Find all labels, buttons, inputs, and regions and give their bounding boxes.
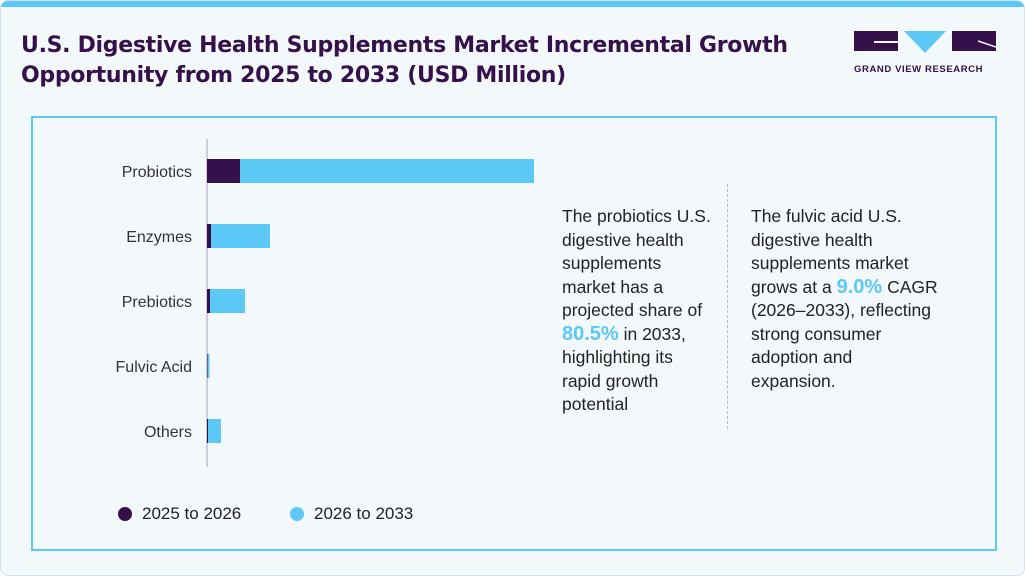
bar-others-series-1	[207, 419, 208, 443]
logo-text: GRAND VIEW RESEARCH	[854, 64, 984, 75]
chart-frame	[31, 116, 997, 551]
category-label: Probiotics	[122, 164, 192, 181]
note-text: The fulvic acid U.S. digestive health su…	[751, 206, 909, 297]
legend-label: 2025 to 2026	[142, 504, 242, 523]
category-label: Fulvic Acid	[116, 359, 192, 376]
top-stripe	[1, 1, 1024, 7]
bar-enzymes-series-1	[207, 224, 211, 248]
note-probiotics: The probiotics U.S. digestive health sup…	[562, 205, 712, 417]
bar-prebiotics-series-1	[207, 289, 210, 313]
bar-fulvic-acid-series-2	[207, 354, 210, 378]
category-label: Others	[144, 424, 192, 441]
note-highlight: 80.5%	[562, 322, 619, 345]
legend-swatch	[290, 507, 304, 521]
legend-item-1: 2025 to 2026	[118, 504, 241, 524]
bar-others-series-2	[208, 419, 221, 443]
bar-prebiotics-series-2	[210, 289, 245, 313]
gvr-logo-icon	[854, 31, 997, 53]
legend-label: 2026 to 2033	[314, 504, 414, 523]
bar-enzymes-series-2	[211, 224, 270, 248]
bar-probiotics-series-2	[240, 159, 534, 183]
note-text: The probiotics U.S. digestive health sup…	[562, 206, 711, 320]
logo: GRAND VIEW RESEARCH	[854, 29, 997, 75]
category-label: Prebiotics	[122, 294, 192, 311]
category-label: Enzymes	[126, 229, 192, 246]
divider	[727, 184, 728, 429]
note-text: CAGR (2026–2033), reflecting strong cons…	[751, 276, 938, 391]
page-title: U.S. Digestive Health Supplements Market…	[21, 33, 788, 88]
note-highlight: 9.0%	[836, 275, 883, 298]
bar-probiotics-series-1	[207, 159, 240, 183]
legend-item-2: 2026 to 2033	[290, 504, 413, 524]
note-fulvic-acid: The fulvic acid U.S. digestive health su…	[751, 205, 941, 393]
legend-swatch	[118, 507, 132, 521]
note-text: in 2033, highlighting its rapid growth p…	[562, 323, 686, 415]
